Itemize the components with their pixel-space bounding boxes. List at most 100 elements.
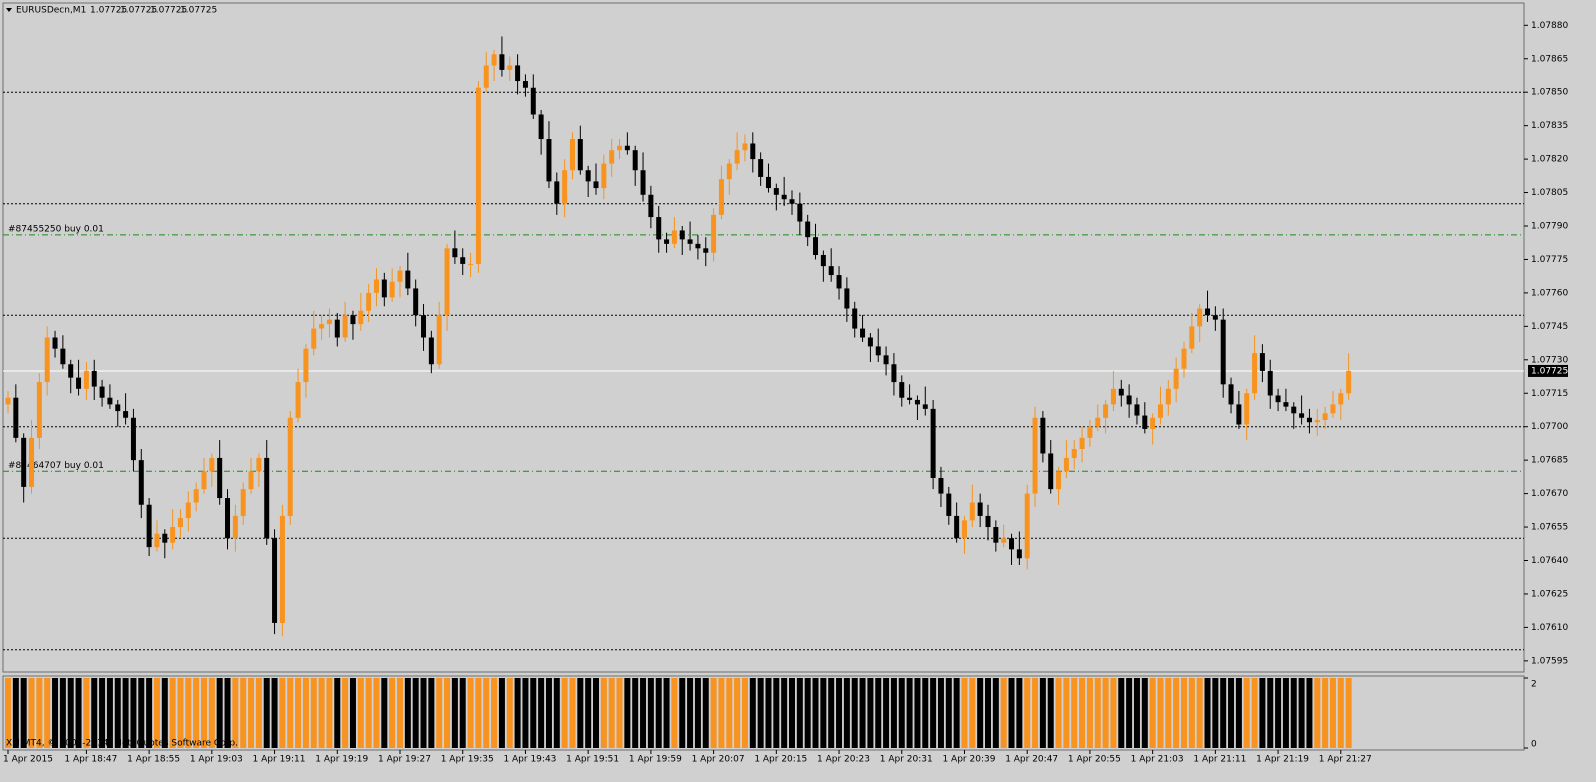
- candle-body: [29, 437, 35, 487]
- candle-body: [515, 65, 521, 82]
- x-tick-label: 1 Apr 18:47: [64, 755, 117, 765]
- indicator-bar: [1259, 678, 1266, 748]
- indicator-bar: [67, 678, 74, 748]
- menu-arrow[interactable]: [6, 8, 12, 12]
- candle-body: [938, 477, 944, 494]
- indicator-bar: [765, 678, 772, 748]
- indicator-bar: [201, 678, 207, 748]
- candle-body: [1165, 388, 1171, 405]
- indicator-bar: [28, 678, 35, 748]
- y-tick-label: 1.07805: [1531, 188, 1568, 198]
- candle-body: [860, 328, 866, 338]
- candle-body: [499, 54, 505, 70]
- indicator-bar: [216, 678, 223, 748]
- y-tick-label: 1.07685: [1531, 456, 1568, 466]
- candle-body: [632, 150, 638, 171]
- indicator-bar: [608, 678, 615, 748]
- indicator-bar: [1275, 678, 1282, 748]
- indicator-bar: [757, 678, 764, 748]
- indicator-bar: [349, 678, 356, 748]
- quote: 1.07725: [120, 6, 157, 16]
- candle-body: [225, 498, 231, 539]
- candle-body: [585, 170, 591, 182]
- indicator-bar: [1047, 678, 1054, 748]
- indicator-bar: [146, 678, 153, 748]
- indicator-bar: [796, 678, 803, 748]
- candle-body: [342, 315, 348, 338]
- candle-body: [522, 81, 528, 88]
- y-tick-label: 1.07880: [1531, 21, 1568, 31]
- candle-body: [1087, 426, 1093, 438]
- indicator-bar: [1306, 678, 1313, 748]
- order-label: #87464707 buy 0.01: [8, 461, 104, 471]
- indicator-bar: [1133, 678, 1140, 748]
- indicator-bar: [1118, 678, 1125, 748]
- indicator-bar: [357, 678, 364, 748]
- candle-body: [1306, 417, 1312, 423]
- x-tick-label: 1 Apr 20:07: [692, 755, 745, 765]
- candle-body: [389, 281, 395, 298]
- indicator-bar: [789, 678, 795, 748]
- indicator-bar: [985, 678, 991, 748]
- indicator-bar: [992, 678, 999, 748]
- candle-body: [303, 348, 309, 383]
- candle-body: [742, 143, 748, 151]
- indicator-bar: [702, 678, 709, 748]
- candle-body: [820, 254, 826, 267]
- candle-body: [1142, 415, 1148, 429]
- indicator-bar: [91, 678, 98, 748]
- candle-body: [405, 270, 411, 289]
- indicator-bar: [404, 678, 411, 748]
- candle-body: [883, 355, 889, 365]
- indicator-bar: [506, 678, 513, 748]
- candle-body: [914, 399, 920, 405]
- candle-body: [617, 145, 623, 151]
- candle-body: [852, 308, 858, 329]
- indicator-bar: [600, 678, 607, 748]
- candle-body: [311, 328, 317, 349]
- indicator-bar: [538, 678, 545, 748]
- indicator-bar: [898, 678, 905, 748]
- indicator-bar: [36, 678, 43, 748]
- indicator-bar: [1008, 678, 1015, 748]
- candle-body: [797, 203, 803, 222]
- indicator-bar: [1345, 678, 1352, 748]
- indicator-bar: [749, 678, 756, 748]
- candle-body: [703, 248, 709, 253]
- indicator-bar: [334, 678, 341, 748]
- candle-body: [350, 315, 356, 325]
- candle-body: [436, 315, 442, 365]
- quote: 1.07725: [90, 6, 127, 16]
- indicator-bar: [1024, 678, 1031, 748]
- indicator-bar: [12, 678, 19, 748]
- candle-body: [1346, 370, 1352, 394]
- indicator-bar: [1188, 678, 1195, 748]
- candle-body: [648, 194, 654, 218]
- y-tick-label: 1.07745: [1531, 322, 1568, 332]
- candle-body: [76, 377, 82, 389]
- candle-body: [373, 279, 379, 293]
- indicator-bar: [106, 678, 113, 748]
- quote: 1.07725: [180, 6, 217, 16]
- indicator-bar: [232, 678, 239, 748]
- x-tick-label: 1 Apr 21:19: [1256, 755, 1309, 765]
- y-tick-label: 1.07790: [1531, 222, 1568, 232]
- candle-body: [1291, 406, 1297, 414]
- indicator-bar: [1267, 678, 1274, 748]
- y-tick-label: 1.07775: [1531, 255, 1568, 265]
- candle-body: [1259, 353, 1265, 371]
- candle-body: [640, 170, 646, 195]
- candle-body: [562, 170, 568, 204]
- candle-body: [185, 502, 191, 519]
- indicator-bar: [906, 678, 913, 748]
- candle-body: [1314, 420, 1320, 423]
- candle-body: [1118, 388, 1124, 396]
- candle-body: [319, 324, 325, 329]
- indicator-bar: [804, 678, 811, 748]
- candle-body: [711, 214, 717, 253]
- indicator-bar: [820, 678, 827, 748]
- indicator-bar: [875, 678, 882, 748]
- candle-body: [867, 337, 873, 347]
- candle-body: [1103, 404, 1109, 418]
- indicator-bar: [444, 678, 451, 748]
